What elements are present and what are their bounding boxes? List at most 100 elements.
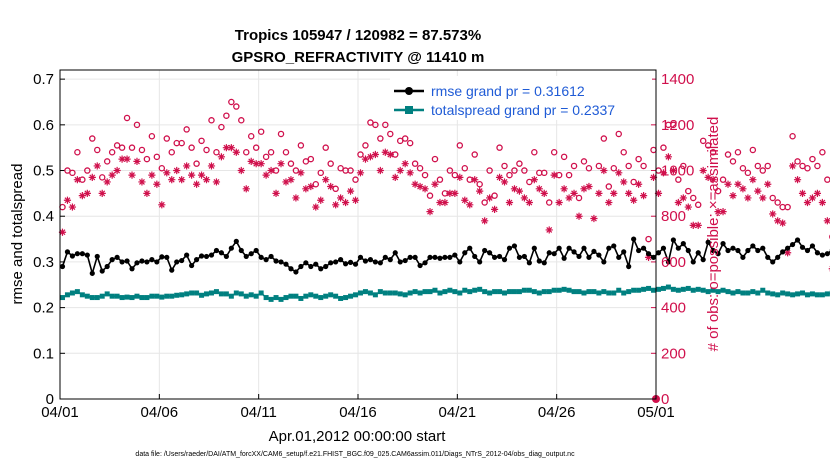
possible-obs-marker <box>113 142 121 149</box>
rmse-marker <box>491 254 498 260</box>
assimilated-obs-marker <box>625 189 633 197</box>
totalspread-marker <box>715 289 721 295</box>
rmse-marker <box>596 252 602 258</box>
rmse-marker <box>765 254 771 260</box>
rmse-marker <box>760 245 766 251</box>
rmse-marker <box>74 251 80 257</box>
rmse-marker <box>233 238 239 244</box>
possible-obs-marker <box>362 142 369 149</box>
possible-obs-marker <box>461 164 469 172</box>
totalspread-marker <box>442 289 448 295</box>
totalspread-marker <box>452 289 458 295</box>
y-tick-label: 0.5 <box>33 163 54 180</box>
possible-obs-marker <box>322 144 329 151</box>
totalspread-series <box>59 284 830 302</box>
totalspread-marker <box>680 286 686 292</box>
totalspread-marker <box>233 290 239 296</box>
assimilated-obs-marker <box>312 203 320 211</box>
possible-obs-marker <box>531 148 538 156</box>
possible-obs-marker <box>377 135 384 142</box>
possible-obs-marker <box>158 164 166 172</box>
x-tick-label: 04/26 <box>538 404 576 421</box>
rmse-marker <box>705 239 711 245</box>
rmse-marker <box>516 254 523 260</box>
rmse-marker <box>198 253 205 259</box>
assimilated-obs-marker <box>158 201 166 209</box>
assimilated-obs-marker <box>639 192 648 200</box>
possible-obs-marker <box>541 169 548 177</box>
assimilated-obs-marker <box>346 187 355 195</box>
assimilated-obs-marker <box>560 185 568 193</box>
totalspread-marker <box>586 289 592 295</box>
rmse-marker <box>482 247 488 254</box>
totalspread-marker <box>263 295 269 301</box>
rmse-marker <box>616 254 622 260</box>
assimilated-obs-marker <box>287 176 295 184</box>
totalspread-marker <box>536 290 542 296</box>
possible-obs-marker <box>496 144 503 151</box>
totalspread-marker <box>710 287 716 293</box>
rmse-marker <box>382 254 388 260</box>
rmse-marker <box>755 247 761 254</box>
rmse-marker <box>208 252 215 258</box>
totalspread-marker <box>477 286 483 292</box>
assimilated-obs-marker <box>262 171 270 179</box>
assimilated-obs-marker <box>505 198 514 207</box>
rmse-marker <box>134 260 140 266</box>
y2-tick-label: 1200 <box>661 117 694 134</box>
assimilated-obs-marker <box>659 169 668 177</box>
rmse-marker <box>740 254 746 260</box>
totalspread-marker <box>675 287 681 293</box>
rmse-marker <box>223 253 229 260</box>
assimilated-obs-marker <box>431 180 439 188</box>
assimilated-obs-marker <box>456 173 464 181</box>
totalspread-marker <box>526 287 532 293</box>
rmse-marker <box>124 258 130 264</box>
totalspread-marker <box>506 289 512 295</box>
assimilated-obs-marker <box>813 189 822 197</box>
assimilated-obs-marker <box>769 210 777 218</box>
axes-box <box>59 69 657 400</box>
possible-obs-marker <box>645 235 652 243</box>
totalspread-marker <box>636 287 642 293</box>
totalspread-marker <box>660 285 666 291</box>
possible-obs-marker <box>178 139 185 147</box>
possible-obs-marker <box>560 153 568 161</box>
assimilated-obs-marker <box>684 203 692 211</box>
possible-obs-marker <box>506 171 513 179</box>
rmse-marker <box>99 268 105 274</box>
totalspread-marker <box>457 290 463 296</box>
totalspread-marker <box>596 290 602 296</box>
rmse-marker <box>521 253 527 260</box>
possible-obs-marker <box>218 123 225 131</box>
totalspread-marker <box>204 291 210 297</box>
possible-obs-marker <box>704 142 712 149</box>
y-axis-label: rmse and totalspread <box>9 164 26 305</box>
assimilated-obs-marker <box>406 169 414 177</box>
possible-obs-marker <box>660 144 667 151</box>
assimilated-obs-marker <box>302 185 310 193</box>
totalspread-marker <box>372 292 378 298</box>
assimilated-obs-marker <box>525 198 533 207</box>
possible-obs-marker <box>680 162 687 170</box>
possible-obs-marker <box>89 135 96 142</box>
assimilated-obs-marker <box>252 160 260 168</box>
assimilated-obs-marker <box>351 196 360 204</box>
assimilated-obs-marker <box>391 173 399 181</box>
rmse-marker <box>377 260 383 266</box>
totalspread-marker <box>367 290 373 296</box>
assimilated-obs-marker <box>654 189 663 197</box>
rmse-marker <box>750 243 756 249</box>
assimilated-obs-marker <box>555 198 563 207</box>
assimilated-obs-marker <box>749 176 757 184</box>
assimilated-obs-marker <box>192 180 201 188</box>
possible-obs-marker <box>575 194 583 202</box>
rmse-marker <box>631 236 637 242</box>
totalspread-marker <box>601 289 607 295</box>
totalspread-marker <box>223 291 229 297</box>
possible-obs-marker <box>635 155 642 163</box>
possible-obs-marker <box>382 121 389 129</box>
assimilated-obs-marker <box>361 155 370 163</box>
totalspread-marker <box>154 293 160 299</box>
totalspread-marker <box>646 285 652 291</box>
